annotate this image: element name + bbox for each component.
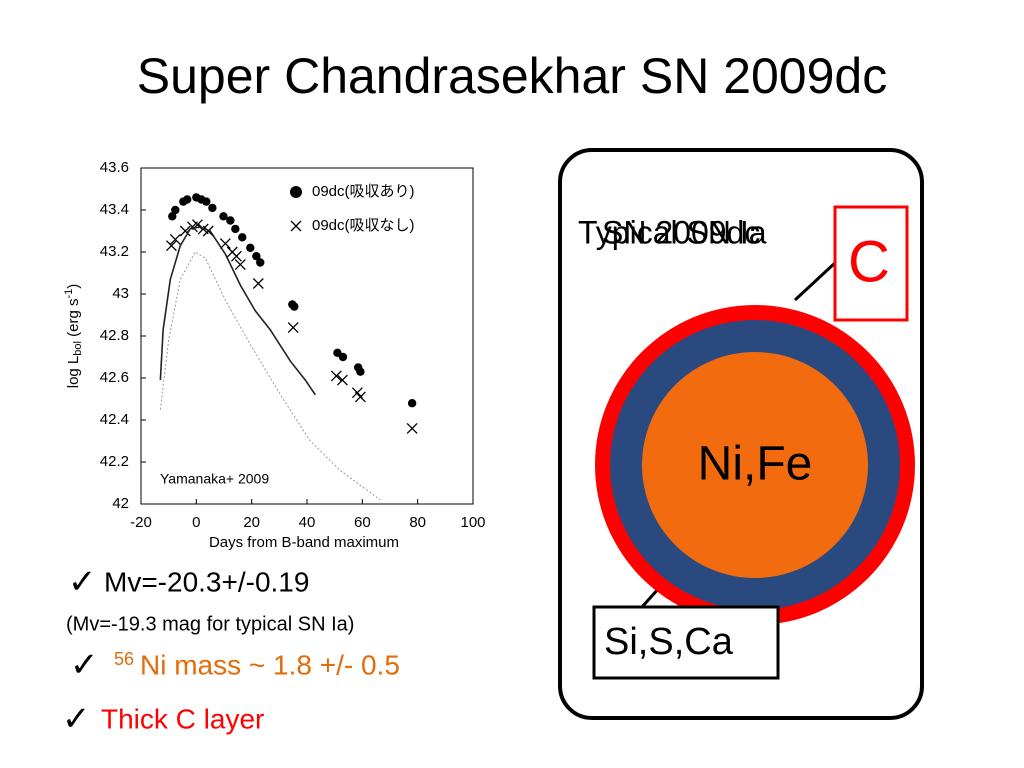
x-tick-label: -20	[130, 514, 152, 531]
data-point	[356, 367, 365, 376]
y-tick-label: 43.4	[100, 201, 129, 218]
plot-frame	[140, 167, 474, 505]
data-point	[169, 233, 181, 245]
data-point	[338, 352, 348, 362]
data-point	[171, 205, 180, 215]
data-point	[246, 243, 255, 252]
x-tick-label: 100	[460, 514, 485, 531]
bullet-text: (Mv=-19.3 mag for typical SN Ia)	[66, 613, 354, 635]
bullet-text: Ni mass ~ 1.8 +/- 0.5	[140, 649, 400, 680]
series-line	[159, 225, 316, 396]
y-tick-label: 43.6	[100, 159, 129, 176]
data-point	[354, 391, 366, 403]
label-box	[592, 605, 780, 680]
y-label-part: (erg s	[65, 299, 82, 342]
data-point	[234, 259, 246, 271]
y-tick-label: 42	[112, 495, 129, 512]
data-point	[336, 374, 348, 386]
data-point	[252, 252, 261, 261]
annotation: Yamanaka+ 2009	[160, 471, 269, 487]
check: ✓	[62, 700, 91, 738]
label-box	[833, 205, 909, 322]
data-point	[256, 258, 265, 267]
x-tick-label: 0	[192, 514, 200, 531]
y-label-part: )	[65, 284, 82, 289]
series-line	[159, 251, 381, 501]
legend-label: 09dc(吸収あり)	[312, 183, 415, 200]
bullet-text: Mv=-20.3+/-0.19	[104, 566, 309, 597]
y-label-sub: bol	[72, 341, 84, 356]
middle-label: Si,S,Ca	[604, 621, 734, 663]
y-label-sup: -1	[63, 289, 75, 299]
y-tick-label: 42.4	[100, 411, 129, 428]
y-tick-label: 42.8	[100, 327, 129, 344]
superscript: 56	[114, 649, 134, 669]
pointer	[793, 260, 838, 302]
data-point	[219, 238, 231, 250]
legend-marker	[290, 220, 302, 232]
slide-title: Super Chandrasekhar SN 2009dc	[137, 48, 887, 104]
data-point	[179, 225, 191, 237]
data-point	[230, 250, 242, 262]
core-label: Ni,Fe	[698, 438, 813, 491]
y-axis-label: log Lbol (erg s-1)	[63, 284, 84, 389]
data-point	[168, 212, 177, 221]
data-point	[238, 233, 247, 242]
data-point	[330, 370, 342, 382]
data-point	[290, 302, 299, 311]
y-tick-label: 43	[112, 285, 129, 302]
data-point	[219, 212, 228, 221]
data-point	[226, 216, 235, 225]
x-axis-label: Days from B-band maximum	[209, 534, 399, 551]
x-tick-label: 80	[409, 514, 426, 531]
data-point	[406, 422, 418, 434]
x-tick-label: 60	[354, 514, 371, 531]
bullet-text: Thick C layer	[101, 703, 264, 734]
core	[642, 352, 868, 578]
check: ✓	[68, 563, 97, 601]
data-point	[287, 322, 299, 334]
data-point	[407, 399, 417, 408]
data-point	[183, 195, 192, 204]
diagram-label: SN 2009dc	[602, 214, 760, 250]
outer-label: C	[848, 229, 890, 294]
y-tick-label: 43.2	[100, 243, 129, 260]
x-tick-label: 20	[243, 514, 260, 531]
data-point	[231, 224, 240, 234]
legend-label: 09dc(吸収なし)	[312, 217, 415, 234]
check: ✓	[70, 646, 99, 684]
diagram-label: Typical SN Ia	[578, 214, 767, 250]
legend-marker	[290, 186, 302, 198]
y-label-part: log L	[65, 356, 82, 389]
x-tick-label: 40	[299, 514, 316, 531]
y-tick-label: 42.6	[100, 369, 129, 386]
data-point	[252, 278, 264, 289]
data-point	[208, 203, 217, 213]
data-point	[165, 240, 177, 252]
data-point	[202, 197, 211, 206]
y-tick-label: 42.2	[100, 453, 129, 470]
